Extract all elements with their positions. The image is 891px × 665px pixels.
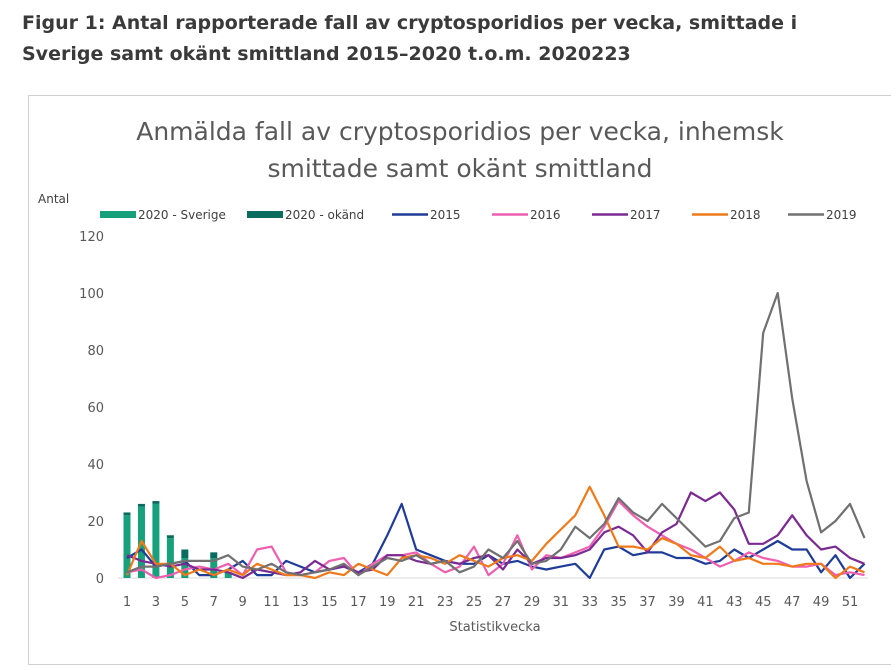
x-tick-label: 1 bbox=[123, 595, 131, 610]
y-tick-label: 60 bbox=[87, 401, 104, 416]
bar-2020-okänd bbox=[152, 501, 160, 504]
legend-label: 2018 bbox=[730, 208, 761, 222]
bar-2020-Sverige bbox=[181, 558, 189, 578]
bar-2020-okänd bbox=[137, 503, 145, 507]
legend-label: 2020 - okänd bbox=[285, 208, 364, 222]
series-line-2015 bbox=[126, 502, 866, 580]
series-line-2018 bbox=[125, 485, 865, 580]
x-tick-label: 39 bbox=[668, 595, 685, 610]
legend-swatch bbox=[247, 211, 283, 218]
x-tick-label: 51 bbox=[842, 595, 859, 610]
x-tick-label: 31 bbox=[553, 595, 570, 610]
x-tick-label: 5 bbox=[181, 595, 189, 610]
y-tick-label: 80 bbox=[87, 344, 104, 359]
x-tick-label: 27 bbox=[495, 595, 512, 610]
x-tick-label: 41 bbox=[697, 595, 714, 610]
bar-2020-okänd bbox=[166, 535, 174, 539]
y-tick-label: 0 bbox=[96, 572, 104, 587]
legend-label: 2017 bbox=[630, 208, 661, 222]
x-tick-label: 37 bbox=[639, 595, 656, 610]
x-tick-label: 45 bbox=[755, 595, 772, 610]
x-tick-label: 43 bbox=[726, 595, 743, 610]
x-tick-label: 7 bbox=[210, 595, 218, 610]
legend-label: 2020 - Sverige bbox=[138, 208, 226, 222]
chart-title-line: smittade samt okänt smittland bbox=[267, 154, 652, 183]
bar-2020-Sverige bbox=[166, 538, 174, 578]
bar-2020-okänd bbox=[210, 552, 218, 559]
x-tick-label: 29 bbox=[524, 595, 541, 610]
x-tick-label: 17 bbox=[350, 595, 367, 610]
legend-label: 2019 bbox=[826, 208, 857, 222]
x-tick-label: 23 bbox=[437, 595, 454, 610]
x-tick-label: 21 bbox=[408, 595, 425, 610]
x-tick-label: 25 bbox=[466, 595, 483, 610]
x-tick-label: 13 bbox=[292, 595, 309, 610]
y-tick-label: 40 bbox=[87, 458, 104, 473]
figure-title: Figur 1: Antal rapporterade fall av cryp… bbox=[22, 12, 798, 65]
x-tick-label: 11 bbox=[263, 595, 280, 610]
legend-swatch bbox=[100, 211, 136, 218]
x-tick-label: 15 bbox=[321, 595, 338, 610]
x-tick-label: 33 bbox=[581, 595, 598, 610]
legend-label: 2016 bbox=[530, 208, 561, 222]
x-axis-label: Statistikvecka bbox=[449, 620, 540, 635]
series-line-2019 bbox=[126, 291, 866, 577]
y-axis-label: Antal bbox=[38, 192, 69, 206]
x-tick-label: 9 bbox=[239, 595, 247, 610]
x-tick-label: 3 bbox=[152, 595, 160, 610]
legend-label: 2015 bbox=[430, 208, 461, 222]
bar-2020-Sverige bbox=[123, 515, 131, 578]
series-line-2016 bbox=[126, 500, 865, 580]
bar-2020-okänd bbox=[123, 512, 131, 516]
bar-2020-Sverige bbox=[224, 572, 232, 578]
chart-title-line: Anmälda fall av cryptosporidios per veck… bbox=[136, 117, 784, 146]
bar-2020-okänd bbox=[181, 549, 189, 559]
y-tick-label: 100 bbox=[79, 287, 104, 302]
bar-2020-Sverige bbox=[210, 558, 218, 578]
y-tick-label: 120 bbox=[79, 230, 104, 245]
x-tick-label: 49 bbox=[813, 595, 830, 610]
y-tick-label: 20 bbox=[87, 515, 104, 530]
x-tick-label: 19 bbox=[379, 595, 396, 610]
bar-2020-Sverige bbox=[152, 503, 160, 578]
x-tick-label: 47 bbox=[784, 595, 801, 610]
x-tick-label: 35 bbox=[610, 595, 627, 610]
